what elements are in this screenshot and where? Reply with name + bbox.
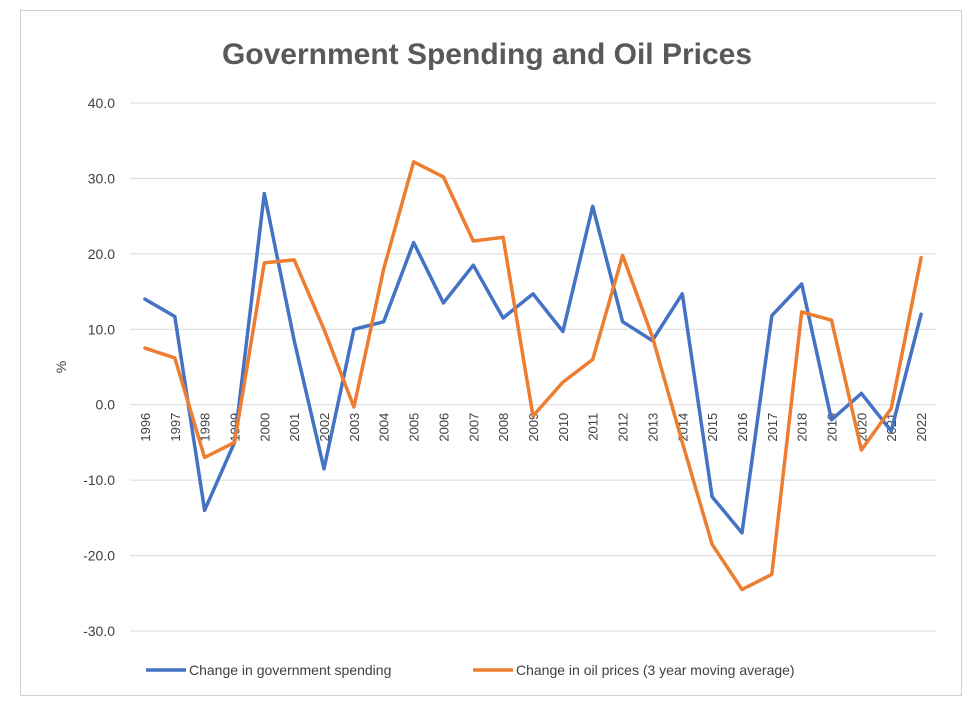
series-line-government-spending <box>143 191 923 535</box>
legend-label: Change in oil prices (3 year moving aver… <box>516 662 795 678</box>
x-tick-label: 2007 <box>466 413 481 442</box>
y-tick-label: 0.0 <box>96 397 116 413</box>
y-tick-label: 20.0 <box>88 246 115 262</box>
x-tick-label: 2004 <box>377 413 392 442</box>
x-tick-label: 1996 <box>138 413 153 442</box>
y-tick-label: 10.0 <box>88 321 115 337</box>
x-tick-label: 2016 <box>735 413 750 442</box>
y-tick-label: -20.0 <box>83 548 115 564</box>
x-tick-label: 2022 <box>914 413 929 442</box>
chart-title: Government Spending and Oil Prices <box>221 38 753 71</box>
y-axis-label: % <box>53 361 69 373</box>
x-tick-label: 2018 <box>795 413 810 442</box>
y-tick-label: -30.0 <box>83 623 115 639</box>
x-tick-label: 1997 <box>168 413 183 442</box>
x-tick-label: 2009 <box>526 413 541 442</box>
x-tick-label: 2015 <box>705 413 720 442</box>
x-tick-label: 2008 <box>496 413 511 442</box>
series-line-oil-prices <box>143 160 923 592</box>
x-tick-label: 2006 <box>436 413 451 442</box>
y-tick-label: 40.0 <box>88 95 115 111</box>
legend-label: Change in government spending <box>189 662 391 678</box>
x-tick-label: 2001 <box>287 413 302 442</box>
x-tick-label: 2000 <box>257 413 272 442</box>
x-tick-label: 2012 <box>616 413 631 442</box>
y-tick-label: -10.0 <box>83 472 115 488</box>
x-tick-label: 2003 <box>347 413 362 442</box>
x-tick-label: 2017 <box>765 413 780 442</box>
x-tick-label: 2002 <box>317 413 332 442</box>
x-tick-label: 1998 <box>198 413 213 442</box>
y-tick-label: 30.0 <box>88 170 115 186</box>
x-tick-label: 2010 <box>556 413 571 442</box>
x-tick-label: 2019 <box>825 413 840 442</box>
x-tick-label: 2011 <box>586 413 601 441</box>
chart-frame <box>20 10 962 696</box>
x-tick-label: 2005 <box>407 413 422 442</box>
x-tick-label: 2013 <box>645 413 660 442</box>
